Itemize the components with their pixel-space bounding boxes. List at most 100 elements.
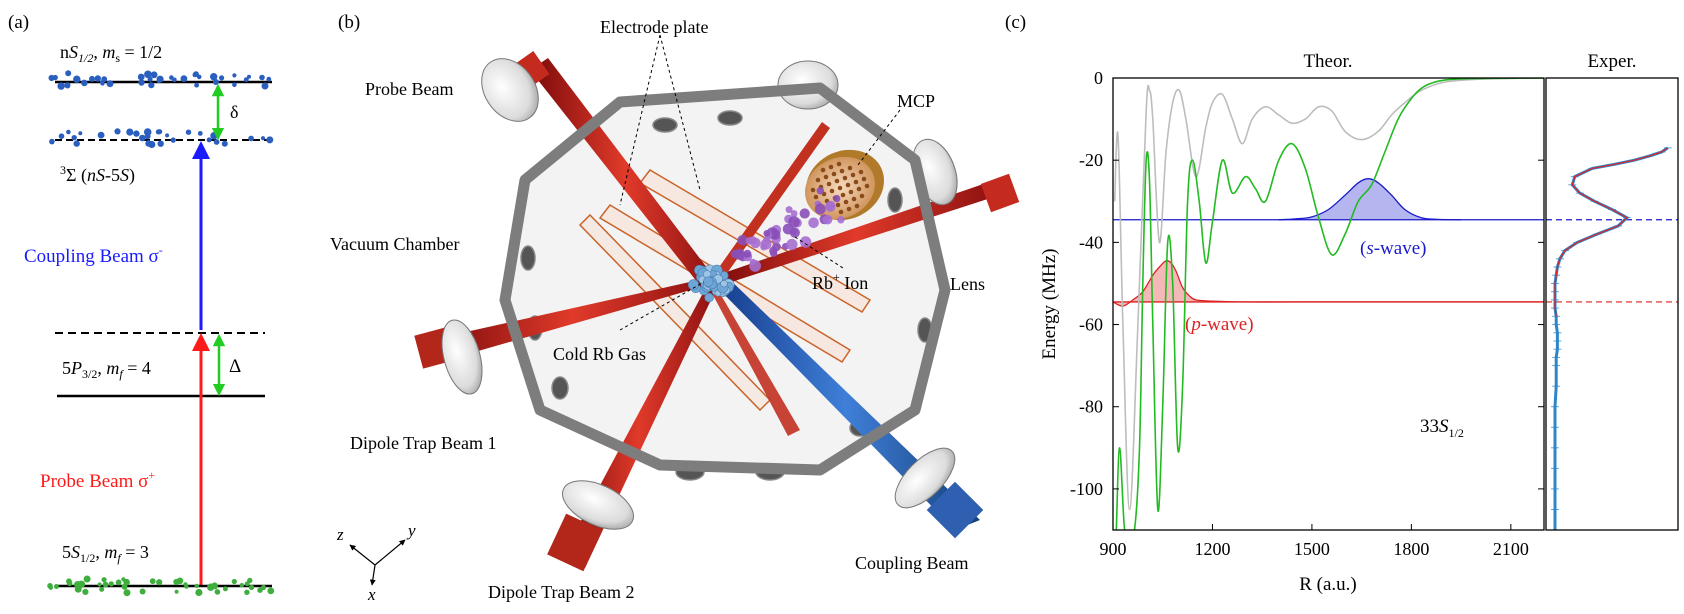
atom — [243, 77, 249, 82]
atom — [194, 82, 200, 88]
mcp-hole — [834, 178, 840, 184]
atom — [149, 578, 156, 585]
atom — [192, 72, 198, 78]
ion — [734, 248, 746, 260]
atom — [106, 80, 114, 88]
mcp-hole — [842, 175, 848, 181]
atom — [184, 584, 189, 589]
atom — [89, 75, 95, 82]
mcp-hole — [853, 179, 859, 185]
delta-small-label: δ — [230, 102, 238, 122]
exp-plot-area — [1546, 146, 1678, 530]
atom — [214, 589, 221, 595]
state-label: 33S1/2 — [1420, 416, 1464, 440]
axis-x: x — [367, 585, 376, 604]
atom — [49, 138, 55, 145]
ion — [799, 236, 812, 248]
atom — [81, 79, 88, 87]
ion — [749, 260, 761, 272]
atom — [260, 136, 266, 141]
atom — [48, 585, 53, 590]
ion — [788, 216, 800, 228]
ion — [745, 237, 754, 245]
atom — [260, 584, 267, 591]
atom — [196, 74, 202, 80]
atom — [231, 578, 237, 585]
probe-beam-label: Probe Beam σ+ — [40, 468, 155, 492]
mcp-hole — [859, 193, 865, 199]
ion — [785, 206, 793, 214]
atom — [57, 82, 65, 90]
atom — [222, 586, 228, 592]
label-dipole-trap-1: Dipole Trap Beam 1 — [350, 433, 497, 453]
theory-plot-area — [1113, 78, 1544, 530]
atom — [267, 587, 275, 595]
probe-beam-lower — [705, 280, 800, 436]
potential-curve-1 — [1115, 78, 1544, 530]
exp-fit-curve — [1554, 147, 1669, 317]
ion — [769, 246, 778, 255]
atom — [99, 586, 105, 592]
atom — [248, 584, 255, 591]
label-rb-ion: Rb+ Ion — [812, 270, 868, 293]
y-tick-label: -40 — [1079, 232, 1103, 252]
label-dipole-trap-2: Dipole Trap Beam 2 — [488, 582, 635, 602]
s-wave-fill — [1278, 178, 1462, 220]
mcp-hole — [820, 167, 826, 173]
atom — [58, 133, 65, 139]
atom — [197, 131, 203, 136]
y-tick-label: -20 — [1079, 150, 1103, 170]
ion — [822, 214, 833, 225]
atom — [244, 581, 250, 587]
atom — [165, 133, 170, 138]
panel-c: (c) Theor. Exper. 900 1200 1500 1800 2100 0 -… — [1005, 12, 1679, 595]
exp-frame — [1545, 77, 1679, 531]
y-tick-label: -100 — [1070, 479, 1103, 499]
mcp-hole — [836, 161, 842, 167]
theory-plot — [1113, 78, 1544, 530]
atom — [101, 577, 107, 583]
mcp-hole — [838, 209, 844, 215]
mcp-hole — [856, 186, 862, 192]
ground-level-label: 5S1/2, mf = 3 — [62, 542, 149, 565]
x-tick-label: 2100 — [1493, 539, 1529, 559]
atom — [185, 129, 192, 135]
atom — [195, 588, 203, 597]
mcp-hole — [831, 171, 837, 177]
panel-a-label: (a) — [8, 12, 29, 33]
mcp-hole — [813, 194, 819, 200]
ion — [799, 208, 810, 219]
top-atoms — [48, 70, 272, 90]
atom — [219, 75, 225, 81]
atom — [97, 131, 105, 139]
ion — [760, 243, 768, 251]
ion — [808, 217, 819, 229]
atom — [156, 75, 164, 83]
mcp-hole — [847, 165, 853, 171]
mcp-hole — [848, 189, 854, 195]
atom — [259, 74, 265, 81]
atom — [71, 135, 77, 141]
x-ticks: 900 1200 1500 1800 2100 — [1100, 524, 1529, 559]
atom — [115, 579, 122, 586]
p-wave-label: (p-wave) — [1185, 314, 1254, 335]
y-axis-label: Energy (MHz) — [1039, 249, 1060, 360]
vacuum-chamber-ring — [499, 82, 951, 476]
x-tick-label: 1500 — [1294, 539, 1330, 559]
ion — [737, 235, 748, 246]
atom — [100, 81, 105, 86]
atom — [213, 139, 220, 145]
y-tick-label: -80 — [1079, 397, 1103, 417]
y-tick-label: -60 — [1079, 315, 1103, 335]
potential-curve-0 — [1113, 78, 1544, 511]
atom — [138, 79, 145, 86]
atom — [261, 82, 269, 90]
ion — [789, 227, 800, 238]
exp-data-curve — [1553, 146, 1669, 530]
mcp-hole — [843, 199, 849, 205]
atom — [206, 137, 212, 143]
atom — [77, 580, 86, 588]
panel-b-label: (b) — [338, 12, 360, 33]
mcp-hole — [837, 185, 843, 191]
atom — [221, 140, 228, 147]
